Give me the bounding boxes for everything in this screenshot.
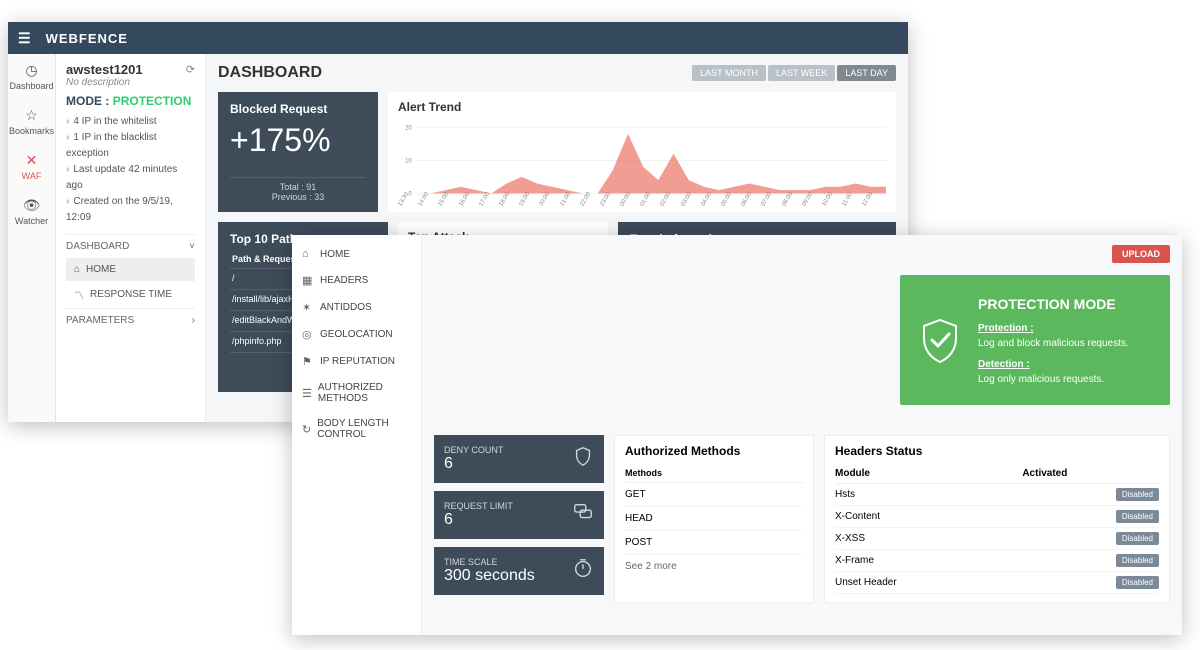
side-panel: awstest1201 ⟳ No description MODE : PROT… xyxy=(56,54,206,422)
settings-nav-antiddos[interactable]: ✶ANTIDDOS xyxy=(292,294,421,321)
svg-text:20: 20 xyxy=(405,124,412,132)
refresh-icon[interactable]: ⟳ xyxy=(186,63,195,76)
alert-trend-xaxis: 13:3014:0015:0016:0017:0018:0019:0020:00… xyxy=(398,203,886,209)
authorized-methods-icon: ☰ xyxy=(302,387,312,400)
settings-sidebar: ⌂HOME▦HEADERS✶ANTIDDOS◎GEOLOCATION⚑IP RE… xyxy=(292,235,422,635)
alert-trend-label: Alert Trend xyxy=(398,100,886,114)
auth-sub: Methods xyxy=(625,464,803,483)
blocked-value: +175% xyxy=(230,122,366,159)
method-head: HEAD xyxy=(625,507,803,531)
home-icon: ⌂ xyxy=(74,264,80,275)
site-facts: 4 IP in the whitelist1 IP in the blackli… xyxy=(66,114,195,226)
chat-icon xyxy=(572,501,594,529)
auth-label: Authorized Methods xyxy=(625,444,803,458)
shield-check-icon xyxy=(916,316,964,364)
mode-label: MODE : xyxy=(66,94,109,108)
home-icon: ⌂ xyxy=(302,248,314,260)
method-post: POST xyxy=(625,531,803,555)
settings-nav-home[interactable]: ⌂HOME xyxy=(292,241,421,267)
svg-text:10: 10 xyxy=(405,157,412,165)
settings-nav-ip-reputation[interactable]: ⚑IP REPUTATION xyxy=(292,348,421,375)
antiddos-icon: ✶ xyxy=(302,301,314,314)
chevron-down-icon: ˅ xyxy=(189,241,195,252)
table-row: X-ContentDisabled xyxy=(835,506,1159,528)
nav-watcher[interactable]: 👁Watcher xyxy=(15,197,48,226)
stat-column: DENY COUNT6 REQUEST LIMIT6 TIME SCALE300 s… xyxy=(434,435,604,595)
protection-mode-card: PROTECTION MODE Protection :Log and bloc… xyxy=(900,275,1170,405)
status-badge: Disabled xyxy=(1116,488,1159,501)
table-row: X-FrameDisabled xyxy=(835,550,1159,572)
date-range-tabs: LAST MONTHLAST WEEKLAST DAY xyxy=(692,65,896,81)
sidebar-section-parameters[interactable]: PARAMETERS› xyxy=(66,308,195,332)
site-name: awstest1201 xyxy=(66,62,143,77)
shield-icon xyxy=(572,445,594,473)
app-name: WEBFENCE xyxy=(46,31,128,46)
range-tab-last-day[interactable]: LAST DAY xyxy=(837,65,896,81)
status-badge: Disabled xyxy=(1116,576,1159,589)
waf-icon: ✕ xyxy=(26,152,38,169)
blocked-request-card: Blocked Request +175% Total : 91 Previou… xyxy=(218,92,378,212)
alert-trend-card: Alert Trend 01020 13:3014:0015:0016:0017… xyxy=(388,92,896,212)
blocked-prev: Previous : 33 xyxy=(230,192,366,202)
range-tab-last-month[interactable]: LAST MONTH xyxy=(692,65,766,81)
site-fact: Created on the 9/5/19, 12:09 xyxy=(66,194,195,226)
headers-status-card: Headers Status ModuleActivated HstsDisab… xyxy=(824,435,1170,603)
site-fact: 4 IP in the whitelist xyxy=(66,114,195,130)
dashboard-icon: ◷ xyxy=(25,62,37,79)
ip-reputation-icon: ⚑ xyxy=(302,355,314,368)
auth-more[interactable]: See 2 more xyxy=(625,555,803,572)
chart-icon: 〽 xyxy=(74,287,84,302)
status-badge: Disabled xyxy=(1116,532,1159,545)
table-row: HstsDisabled xyxy=(835,484,1159,506)
site-desc: No description xyxy=(66,77,195,88)
sidebar-item-home[interactable]: ⌂HOME xyxy=(66,258,195,281)
headers-status-table: ModuleActivated HstsDisabledX-ContentDis… xyxy=(835,464,1159,594)
page-title: DASHBOARD xyxy=(218,64,322,82)
body-length-control-icon: ↻ xyxy=(302,423,311,436)
site-fact: 1 IP in the blacklist exception xyxy=(66,130,195,162)
chevron-right-icon: › xyxy=(192,315,195,326)
stat-time-scale: TIME SCALE300 seconds xyxy=(434,547,604,595)
status-badge: Disabled xyxy=(1116,554,1159,567)
nav-dashboard[interactable]: ◷Dashboard xyxy=(9,62,53,91)
nav-rail: ◷Dashboard ☆Bookmarks ✕WAF 👁Watcher xyxy=(8,54,56,422)
table-row: Unset HeaderDisabled xyxy=(835,572,1159,594)
menu-icon[interactable]: ☰ xyxy=(18,30,32,47)
settings-nav-body-length-control[interactable]: ↻BODY LENGTH CONTROL xyxy=(292,411,421,447)
alert-trend-chart: 01020 xyxy=(398,118,886,198)
blocked-label: Blocked Request xyxy=(230,102,366,116)
geolocation-icon: ◎ xyxy=(302,328,314,341)
timer-icon xyxy=(572,557,594,585)
method-get: GET xyxy=(625,483,803,507)
blocked-total: Total : 91 xyxy=(230,182,366,192)
headers-icon: ▦ xyxy=(302,274,314,287)
status-badge: Disabled xyxy=(1116,510,1159,523)
bookmarks-icon: ☆ xyxy=(25,107,38,124)
settings-nav-geolocation[interactable]: ◎GEOLOCATION xyxy=(292,321,421,348)
stat-deny-count: DENY COUNT6 xyxy=(434,435,604,483)
topbar: ☰ WEBFENCE xyxy=(8,22,908,54)
protection-title: PROTECTION MODE xyxy=(978,294,1129,315)
headers-status-label: Headers Status xyxy=(835,444,1159,458)
range-tab-last-week[interactable]: LAST WEEK xyxy=(768,65,835,81)
table-row: X-XSSDisabled xyxy=(835,528,1159,550)
watcher-icon: 👁 xyxy=(23,197,41,214)
settings-nav-authorized-methods[interactable]: ☰AUTHORIZED METHODS xyxy=(292,375,421,411)
authorized-methods-card: Authorized Methods Methods GETHEADPOST S… xyxy=(614,435,814,603)
mode-value: PROTECTION xyxy=(113,94,192,108)
settings-main: UPLOAD PROTECTION MODE Protection :Log a… xyxy=(422,235,1182,635)
mode-line: MODE : PROTECTION xyxy=(66,94,195,108)
stat-request-limit: REQUEST LIMIT6 xyxy=(434,491,604,539)
sidebar-item-response-time[interactable]: 〽RESPONSE TIME xyxy=(66,281,195,308)
sidebar-section-dashboard[interactable]: DASHBOARD˅ xyxy=(66,234,195,258)
nav-bookmarks[interactable]: ☆Bookmarks xyxy=(9,107,54,136)
nav-waf[interactable]: ✕WAF xyxy=(22,152,42,181)
settings-window: ⌂HOME▦HEADERS✶ANTIDDOS◎GEOLOCATION⚑IP RE… xyxy=(292,235,1182,635)
site-fact: Last update 42 minutes ago xyxy=(66,162,195,194)
settings-nav-headers[interactable]: ▦HEADERS xyxy=(292,267,421,294)
upload-button[interactable]: UPLOAD xyxy=(1112,245,1170,263)
